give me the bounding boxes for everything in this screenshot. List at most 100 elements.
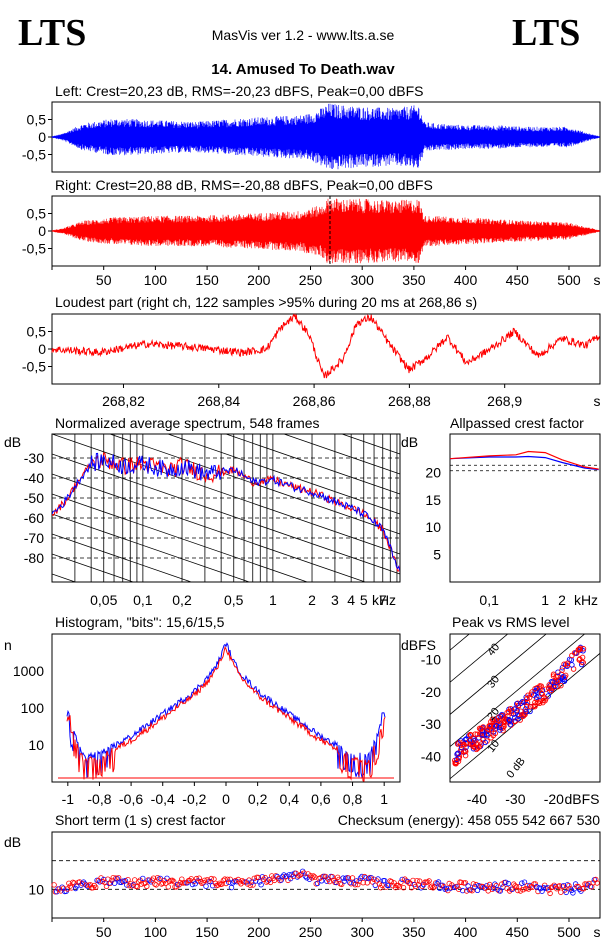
right-waveform [51,196,600,266]
crest-point [427,884,434,890]
rms-peak-point [474,731,481,738]
xtick-label: 0 [222,791,230,807]
crest-point [158,881,165,887]
crest-point [102,879,108,886]
crest-point [566,883,572,889]
rms-peak-point [507,721,514,728]
crest-point [252,878,259,884]
crest-point [497,888,503,894]
crest-point [310,873,317,879]
rms-peak-point [507,718,513,724]
xtick-label: 0,8 [343,791,363,807]
crest-point [153,882,159,888]
crest-diagonal-label: 40 [485,641,502,658]
slope-line [52,553,135,582]
slope-line [52,493,309,582]
loudest-series [51,313,600,379]
crest-point [110,875,116,881]
crest-point [226,879,232,885]
crest-point [568,887,575,893]
xtick-label: 150 [195,924,219,940]
rms-peak-point [493,723,500,729]
app-title: MasVis ver 1.2 - www.lts.a.se [212,27,395,43]
crest-point [345,875,352,881]
crest-point [395,882,401,889]
ytick-label: -80 [24,550,44,566]
ytick-label: -60 [24,510,44,526]
crest-point [227,876,233,882]
loudest-title: Loudest part (right ch, 122 samples >95%… [55,294,477,310]
crest-point [347,879,353,886]
xtick-label: 0,2 [172,592,192,608]
crest-diagonal [450,634,547,715]
crest-point [305,871,311,877]
xtick-label: 300 [351,924,375,940]
crest-point [71,880,77,886]
crest-point [515,887,521,894]
rms-peak-point [469,741,476,748]
rms-peak-point [575,647,582,653]
xtick-label: 0,05 [90,592,117,608]
crest-point [517,888,524,894]
histogram-series-L [66,642,386,779]
crest-point [115,875,122,881]
crest-point [129,883,135,889]
ytick-label: 0 [38,129,46,145]
xtick-label: 268,82 [102,393,145,409]
short-crest-xticks: 50 100 150 200 250 300 350 400 450 500 s [51,918,601,940]
slope-line [224,434,400,495]
peakrms-frame [449,633,601,783]
crest-point [546,887,552,893]
crest-point [439,882,446,888]
xunit-label: kHz [574,592,598,608]
slope-line [52,453,400,575]
crest-point [196,875,202,881]
xtick-label: -0,6 [119,791,143,807]
rms-peak-point [532,699,538,706]
crest-point [66,880,72,886]
right-wave-yticks: 0,50 -0,5 [22,206,52,257]
crest-point [593,876,599,883]
crest-point [567,885,573,892]
crest-point [126,882,132,889]
crest-point [103,883,110,889]
rms-peak-point [502,718,508,725]
peakrms-title: Peak vs RMS level [452,614,569,630]
rms-peak-point [492,730,498,737]
crest-point [400,885,407,891]
crest-point [101,876,107,883]
rms-peak-point [553,678,560,684]
crest-point [581,886,587,892]
ytick-label: -0,5 [22,359,46,375]
xtick-label: 7 [379,592,387,608]
spectrum-title: Normalized average spectrum, 548 frames [55,415,320,431]
crest-point [148,879,154,885]
crest-point [513,884,520,890]
crest-point [74,883,80,889]
rms-peak-point [480,724,486,730]
crest-point [505,880,512,887]
xtick-label: 0,4 [280,791,300,807]
rms-peak-point [561,661,567,667]
ytick-label: 0,5 [27,112,47,128]
ytick-label: 0 [38,341,46,357]
histogram-title: Histogram, "bits": 15,6/15,5 [55,614,225,630]
crest-point [417,878,423,884]
crest-point [447,885,454,891]
xtick-label: 250 [299,272,323,288]
crest-point [341,878,348,884]
crest-point [122,877,128,884]
slope-line [52,434,400,555]
allpass-title: Allpassed crest factor [450,415,584,431]
crest-point [314,880,321,887]
crest-point [418,885,424,891]
rms-peak-point [479,732,486,738]
crest-point [203,883,209,889]
crest-point [398,879,404,885]
ytick-label: -10 [421,652,441,668]
rms-peak-point [569,652,575,659]
rms-peak-point [514,711,521,718]
ytick-label: 5 [433,547,441,563]
xtick-label: -0,8 [87,791,111,807]
